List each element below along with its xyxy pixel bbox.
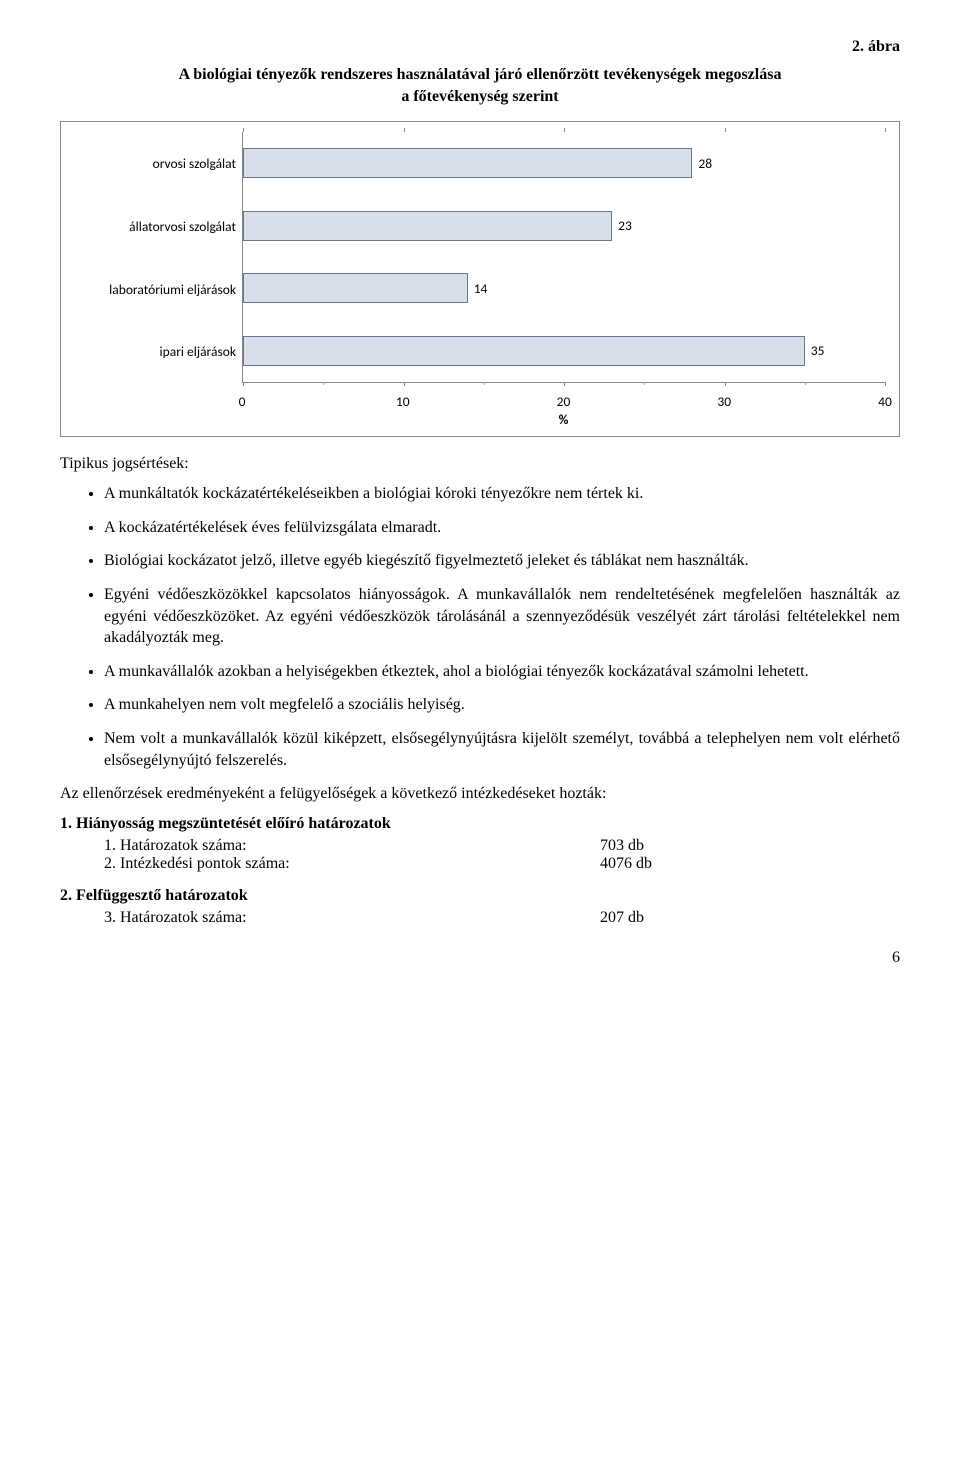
chart-x-tick-label: 20 — [557, 393, 571, 410]
chart-title-line1: A biológiai tényezők rendszeres használa… — [179, 66, 782, 83]
numbered-heading: 2. Felfüggesztő határozatok — [60, 887, 900, 905]
page-number: 6 — [60, 949, 900, 967]
bullet-item: A kockázatértékelések éves felülvizsgála… — [104, 517, 900, 539]
chart-x-unit: % — [242, 411, 885, 428]
chart-bar-value: 28 — [698, 155, 712, 172]
chart-x-tick-label: 30 — [717, 393, 731, 410]
numbered-item-value: 4076 db — [600, 855, 900, 873]
numbered-item-label: 1. Határozatok száma: — [104, 837, 600, 855]
chart-container: orvosi szolgálatállatorvosi szolgálatlab… — [60, 121, 900, 437]
chart-bar — [243, 336, 805, 366]
bullet-item: A munkahelyen nem volt megfelelő a szoci… — [104, 694, 900, 716]
chart-title: A biológiai tényezők rendszeres használa… — [60, 64, 900, 107]
chart-x-tick-label: 10 — [396, 393, 410, 410]
numbered-item: 1. Határozatok száma:703 db — [104, 837, 900, 855]
chart-x-labels: 010203040 — [242, 393, 885, 411]
chart-x-tick-label: 0 — [239, 393, 246, 410]
chart-y-label: ipari eljárások — [67, 320, 242, 383]
numbered-heading: 1. Hiányosság megszüntetését előíró hatá… — [60, 815, 900, 833]
outcome-paragraph: Az ellenőrzések eredményeként a felügyel… — [60, 785, 900, 803]
chart-y-label: orvosi szolgálat — [67, 132, 242, 195]
bullet-item: Egyéni védőeszközökkel kapcsolatos hiány… — [104, 584, 900, 649]
numbered-item-value: 207 db — [600, 909, 900, 927]
numbered-item-label: 2. Intézkedési pontok száma: — [104, 855, 600, 873]
numbered-item-value: 703 db — [600, 837, 900, 855]
section-heading: Tipikus jogsértések: — [60, 455, 900, 473]
numbered-item: 2. Intézkedési pontok száma:4076 db — [104, 855, 900, 873]
bullet-list: A munkáltatók kockázatértékeléseikben a … — [60, 483, 900, 771]
chart-title-line2: a főtevékenység szerint — [401, 88, 558, 105]
chart-bar-value: 14 — [474, 280, 488, 297]
figure-label: 2. ábra — [60, 38, 900, 56]
chart-y-label: állatorvosi szolgálat — [67, 195, 242, 258]
chart-y-labels: orvosi szolgálatállatorvosi szolgálatlab… — [67, 132, 242, 383]
chart-plot-area: 28 23 14 35 — [242, 132, 885, 383]
bullet-item: A munkáltatók kockázatértékeléseikben a … — [104, 483, 900, 505]
chart-bar — [243, 148, 692, 178]
chart-bar-value: 35 — [811, 342, 825, 359]
numbered-item-label: 3. Határozatok száma: — [104, 909, 600, 927]
bullet-item: Biológiai kockázatot jelző, illetve egyé… — [104, 550, 900, 572]
numbered-item: 3. Határozatok száma:207 db — [104, 909, 900, 927]
bullet-item: A munkavállalók azokban a helyiségekben … — [104, 661, 900, 683]
chart-y-label: laboratóriumi eljárások — [67, 258, 242, 321]
chart-bar-value: 23 — [618, 217, 632, 234]
chart-x-tick-label: 40 — [878, 393, 892, 410]
chart-bar — [243, 273, 468, 303]
chart-bar — [243, 211, 612, 241]
bullet-item: Nem volt a munkavállalók közül kiképzett… — [104, 728, 900, 771]
